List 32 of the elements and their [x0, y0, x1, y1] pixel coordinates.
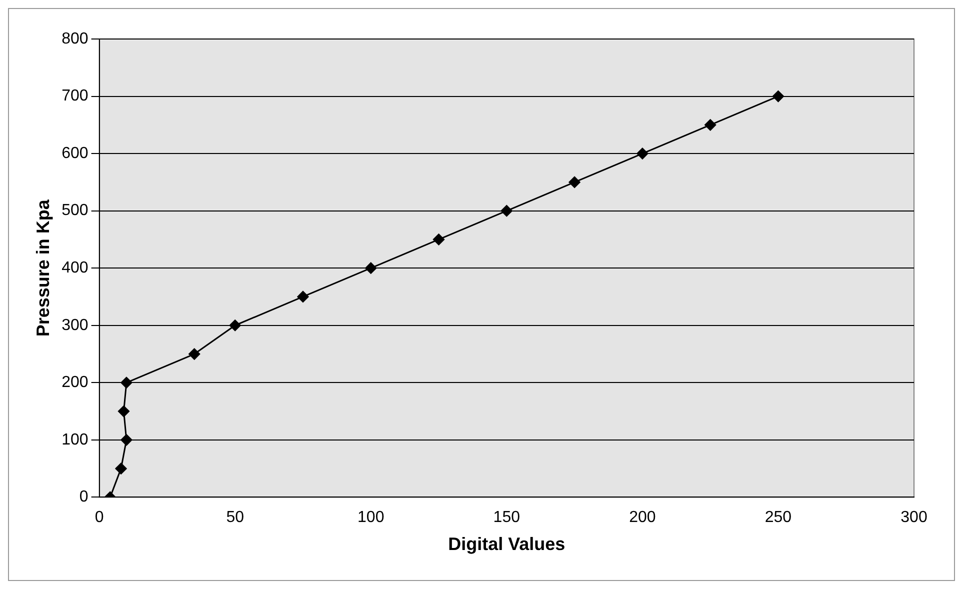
point — [568, 176, 580, 188]
x-tick-label: 50 — [226, 509, 244, 526]
y-tick-label: 100 — [62, 431, 88, 448]
y-tick-label: 600 — [62, 144, 88, 162]
x-tick-label: 200 — [629, 509, 656, 526]
point — [636, 148, 648, 160]
x-tick-label: 250 — [764, 509, 792, 526]
point — [297, 290, 309, 302]
point — [118, 406, 130, 418]
x-tick-label: 100 — [358, 509, 384, 526]
x-tick-label: 150 — [493, 509, 520, 526]
y-axis-title: Pressure in Kpa — [32, 198, 53, 337]
y-tick-label: 400 — [62, 260, 88, 277]
point — [500, 205, 512, 217]
point — [120, 434, 132, 446]
point — [120, 376, 132, 388]
point — [704, 119, 716, 131]
y-tick-label: 200 — [62, 374, 88, 392]
point — [115, 462, 127, 474]
point — [772, 90, 784, 102]
y-tick-label: 500 — [62, 202, 88, 220]
x-tick-label: 0 — [94, 509, 104, 526]
x-axis-title: Digital Values — [448, 534, 566, 554]
point — [433, 234, 445, 246]
point — [229, 320, 241, 332]
point — [365, 262, 377, 274]
y-tick-label: 800 — [62, 30, 88, 48]
y-tick-label: 700 — [62, 88, 88, 105]
y-tick-label: 300 — [62, 316, 88, 334]
point — [188, 348, 200, 360]
y-tick-label: 0 — [79, 488, 88, 506]
x-tick-label: 300 — [900, 509, 928, 526]
